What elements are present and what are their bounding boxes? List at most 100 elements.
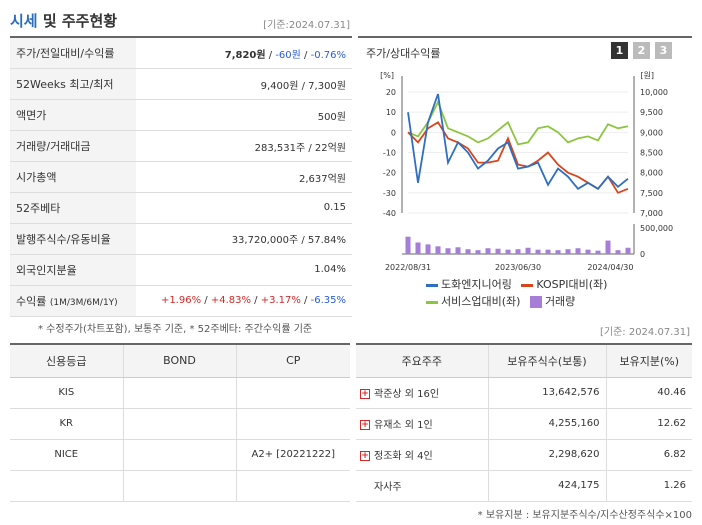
page-title: 시세 및 주주현황 bbox=[10, 10, 117, 31]
volume-bar bbox=[495, 248, 501, 254]
volume-bar bbox=[475, 250, 481, 254]
table-row: 수익률 (1M/3M/6M/1Y) +1.96% / +4.83% / +3.1… bbox=[10, 285, 352, 317]
row-label: 주가/전일대비/수익률 bbox=[10, 38, 136, 70]
legend-label: 거래량 bbox=[544, 295, 576, 308]
return-1m: +1.96% bbox=[160, 295, 202, 307]
shares-cell: 13,642,576 bbox=[488, 377, 607, 409]
table-row: 52주베타 0.15 bbox=[10, 192, 352, 224]
x-tick-label: 2023/06/30 bbox=[495, 263, 541, 272]
right-tick-label: 8,500 bbox=[640, 149, 663, 158]
footnote: * 수정주가(차트포함), 보통주 기준, * 52주베타: 주간수익률 기준 bbox=[38, 324, 313, 335]
left-tick-label: -30 bbox=[383, 189, 396, 198]
shares-cell: 2,298,620 bbox=[488, 439, 607, 471]
table-row: 52Weeks 최고/최저 9,400원 / 7,300원 bbox=[10, 68, 352, 101]
cp-cell bbox=[236, 408, 350, 440]
price: 7,820원 bbox=[224, 49, 266, 61]
table-row: + 유재소 외 1인 4,255,160 12.62 bbox=[356, 408, 692, 440]
right-tick-label: 8,000 bbox=[640, 169, 663, 178]
pct-cell: 1.26 bbox=[606, 470, 692, 502]
chart-title: 주가/상대수익률 bbox=[366, 47, 441, 60]
tab-1[interactable]: 1 bbox=[611, 42, 628, 59]
legend-volume: 거래량 bbox=[529, 293, 576, 309]
tab-3[interactable]: 3 bbox=[655, 42, 672, 59]
right-tick-label: 7,000 bbox=[640, 209, 663, 218]
row-label: 52Weeks 최고/최저 bbox=[10, 68, 136, 101]
expand-plus-icon[interactable]: + bbox=[360, 451, 370, 461]
bond-cell bbox=[123, 377, 237, 409]
major-shareholders-table: 주요주주 보유주식수(보통) 보유지분(%) + 곽준상 외 16인 13,642… bbox=[356, 343, 692, 502]
row-value: 0.15 bbox=[136, 192, 352, 224]
table-header-row: 신용등급 BOND CP bbox=[10, 344, 350, 378]
left-tick-label: 20 bbox=[386, 88, 396, 97]
table-row: 발행주식수/유동비율 33,720,000주 / 57.84% bbox=[10, 223, 352, 255]
volume-bar bbox=[505, 249, 511, 254]
bond-cell bbox=[123, 408, 237, 440]
agency-cell: KIS bbox=[10, 377, 124, 409]
return-1y: -6.35% bbox=[310, 295, 346, 307]
legend-label: 도화엔지니어링 bbox=[441, 278, 512, 291]
row-label: 외국인지분율 bbox=[10, 254, 136, 286]
column-header: 신용등급 bbox=[10, 344, 124, 378]
left-tick-label: 0 bbox=[391, 128, 396, 137]
volume-bar bbox=[555, 250, 561, 254]
volume-tick-label: 0 bbox=[640, 250, 645, 259]
column-header: CP bbox=[236, 344, 350, 378]
column-header: 주요주주 bbox=[356, 344, 489, 378]
volume-bar bbox=[625, 247, 631, 254]
shares-cell: 4,255,160 bbox=[488, 408, 607, 440]
agency-cell: NICE bbox=[10, 439, 124, 471]
return-6m: +3.17% bbox=[260, 295, 301, 307]
cp-cell: A2+ [20221222] bbox=[236, 439, 350, 471]
volume-bar bbox=[465, 249, 471, 254]
divider bbox=[358, 36, 692, 38]
expand-plus-icon[interactable]: + bbox=[360, 420, 370, 430]
holder-name: 유재소 외 1인 bbox=[374, 420, 433, 431]
pct-cell: 6.82 bbox=[606, 439, 692, 471]
right-unit: [원] bbox=[640, 71, 654, 80]
volume-bar bbox=[595, 250, 601, 254]
price-chart: 20 10 0 -10 -20 -30 -40 10,000 9,500 9,000 8,500 8,… bbox=[380, 71, 673, 272]
row-label: 거래량/거래대금 bbox=[10, 130, 136, 163]
row-value: 1.04% bbox=[136, 254, 352, 286]
line-swatch-icon bbox=[426, 300, 438, 304]
separator: / bbox=[265, 49, 276, 61]
row-value: 500원 bbox=[136, 99, 352, 132]
row-value: 7,820원 / -60원 / -0.76% bbox=[136, 38, 352, 70]
volume-bar bbox=[435, 246, 441, 254]
divider bbox=[10, 36, 352, 38]
legend-row: 도화엔지니어링 KOSPI대비(좌) bbox=[426, 276, 613, 293]
volume-bar bbox=[405, 236, 411, 254]
volume-bar bbox=[615, 250, 621, 254]
volume-bar bbox=[485, 248, 491, 254]
right-tick-label: 7,500 bbox=[640, 189, 663, 198]
row-value: 9,400원 / 7,300원 bbox=[136, 68, 352, 101]
table-row: 액면가 500원 bbox=[10, 99, 352, 132]
table-row: + 정조화 외 4인 2,298,620 6.82 bbox=[356, 439, 692, 471]
table-row: 시가총액 2,637억원 bbox=[10, 161, 352, 193]
expand-plus-icon[interactable]: + bbox=[360, 389, 370, 399]
volume-tick-label: 500,000 bbox=[640, 224, 673, 233]
column-header: 보유주식수(보통) bbox=[488, 344, 607, 378]
returns-periods: (1M/3M/6M/1Y) bbox=[49, 297, 118, 308]
holder-name: 곽준상 외 16인 bbox=[374, 389, 440, 400]
header: 시세 및 주주현황 bbox=[0, 0, 702, 40]
tab-2[interactable]: 2 bbox=[633, 42, 650, 59]
holder-name-cell: + 유재소 외 1인 bbox=[356, 408, 489, 440]
row-label: 52주베타 bbox=[10, 192, 136, 224]
x-tick-label: 2024/04/30 bbox=[587, 263, 633, 272]
volume-bar bbox=[525, 247, 531, 254]
row-label: 발행주식수/유동비율 bbox=[10, 223, 136, 255]
table-row: KIS bbox=[10, 377, 350, 409]
row-label: 액면가 bbox=[10, 99, 136, 132]
legend-row: 서비스업대비(좌) 거래량 bbox=[426, 293, 613, 310]
right-tick-label: 9,500 bbox=[640, 108, 663, 117]
left-unit: [%] bbox=[380, 71, 394, 80]
reference-date: [기준:2024.07.31] bbox=[263, 20, 350, 31]
holder-name: 정조화 외 4인 bbox=[374, 451, 433, 462]
line-swatch-icon bbox=[426, 283, 438, 287]
cp-cell bbox=[236, 470, 350, 502]
table-row: 외국인지분율 1.04% bbox=[10, 254, 352, 286]
legend-label: KOSPI대비(좌) bbox=[536, 278, 608, 291]
quote-summary-table: 주가/전일대비/수익률 7,820원 / -60원 / -0.76% 52Wee… bbox=[10, 38, 352, 317]
left-tick-label: -10 bbox=[383, 149, 396, 158]
